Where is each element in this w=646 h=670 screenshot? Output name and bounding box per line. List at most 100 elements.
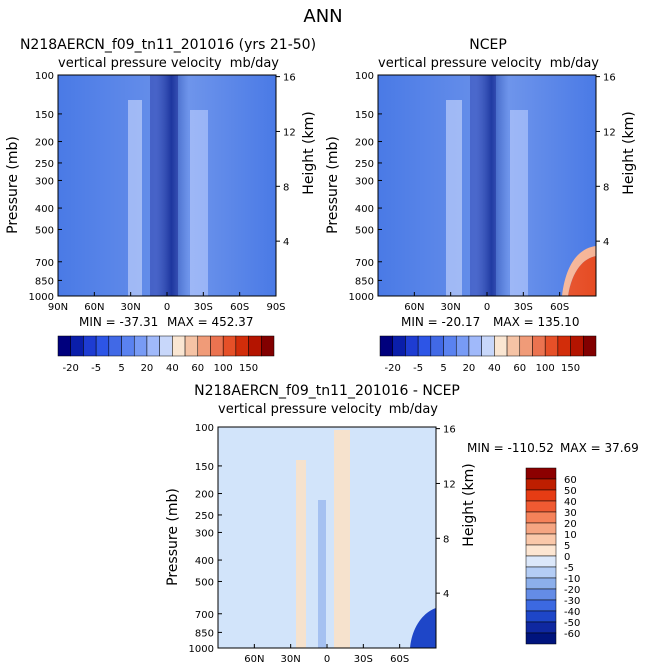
colorbar-diff-label: -5 — [564, 563, 574, 574]
pressure-tick-label: 250 — [355, 159, 374, 170]
colorbar-diff-label: -30 — [564, 596, 580, 607]
pressure-tick-label: 300 — [355, 176, 374, 187]
panel-obs-ylabel: Pressure (mb) — [325, 136, 341, 234]
colorbar-diff-label: 60 — [564, 475, 577, 486]
colorbar-main-cell — [184, 335, 199, 357]
colorbar-main-cell — [544, 335, 559, 357]
colorbar-diff-cell — [525, 555, 557, 568]
panel-obs-max: MAX = 135.10 — [493, 315, 579, 329]
figure-title: ANN — [303, 6, 342, 27]
colorbar-diff-label: 40 — [564, 497, 577, 508]
colorbar-main-cell — [235, 335, 249, 357]
pressure-tick-label: 400 — [35, 204, 54, 215]
colorbar-diff-label: -10 — [564, 574, 580, 585]
colorbar-main-label: 150 — [239, 363, 258, 374]
latitude-tick-label: 60N — [244, 654, 264, 665]
latitude-tick-label: 30N — [121, 302, 141, 313]
pressure-tick-label: 250 — [35, 159, 54, 170]
pressure-tick-label: 850 — [35, 276, 54, 287]
colorbar-diff-cell — [525, 544, 557, 557]
colorbar-diff-cell — [525, 610, 557, 623]
panel-diff-min: MIN = -110.52 — [467, 441, 554, 455]
pressure-tick-label: 850 — [195, 628, 214, 639]
height-tick-label: 4 — [443, 589, 449, 600]
pressure-tick-label: 200 — [35, 138, 54, 149]
latitude-tick-label: 30S — [354, 654, 373, 665]
latitude-tick-label: 60S — [390, 654, 409, 665]
latitude-tick-label: 0 — [324, 654, 330, 665]
pressure-tick-label: 150 — [195, 462, 214, 473]
colorbar-main-cell — [570, 335, 584, 357]
panel-diff-field — [218, 427, 436, 648]
colorbar-main-label: -20 — [63, 363, 79, 374]
colorbar-diff-cell — [525, 577, 557, 590]
colorbar-main-cell — [379, 335, 393, 357]
panel-model-min: MIN = -37.31 — [79, 315, 158, 329]
panel-model: N218AERCN_f09_tn11_201016 (yrs 21-50) ve… — [5, 37, 317, 329]
panel-diff-subtitle-left: vertical pressure velocity — [218, 402, 382, 417]
latitude-tick-label: 0 — [164, 302, 170, 313]
height-tick-label: 12 — [283, 127, 296, 138]
panel-diff-y2label: Height (km) — [461, 463, 477, 546]
colorbar-main-cell — [146, 335, 160, 357]
height-tick-label: 8 — [443, 534, 449, 545]
panel-diff: N218AERCN_f09_tn11_201016 - NCEP vertica… — [165, 383, 639, 649]
panel-diff-band-negative-eq — [318, 500, 326, 648]
latitude-tick-label: 90S — [266, 302, 285, 313]
pressure-tick-label: 850 — [355, 276, 374, 287]
height-tick-label: 12 — [443, 479, 456, 490]
colorbar-main-label: 5 — [440, 363, 446, 374]
colorbar-diff-label: 30 — [564, 508, 577, 519]
latitude-tick-label: 0 — [484, 302, 490, 313]
colorbar-main-cell — [405, 335, 419, 357]
colorbar-main-cell — [261, 335, 275, 357]
colorbar-main-cell — [121, 335, 135, 357]
colorbar-main-cell — [494, 335, 508, 357]
pressure-tick-label: 1000 — [349, 292, 374, 303]
latitude-tick-label: 30S — [194, 302, 213, 313]
latitude-tick-label: 60S — [230, 302, 249, 313]
colorbar-diff-cell — [525, 632, 557, 645]
colorbar-main-cell — [70, 335, 84, 357]
pressure-tick-label: 400 — [195, 556, 214, 567]
colorbar-main-cell — [532, 335, 546, 357]
colorbar-diff-label: 50 — [564, 486, 577, 497]
colorbar-diff-cell — [525, 467, 557, 480]
colorbar-main-label: 60 — [191, 363, 204, 374]
colorbar-main-cell — [95, 335, 110, 357]
colorbar-main-label: 40 — [166, 363, 179, 374]
colorbar-main-cell — [417, 335, 432, 357]
pressure-tick-label: 300 — [35, 176, 54, 187]
pressure-tick-label: 500 — [195, 577, 214, 588]
latitude-tick-label: 90N — [48, 302, 68, 313]
panel-diff-band-positive-n — [296, 460, 306, 648]
panel-model-ylabel: Pressure (mb) — [5, 136, 21, 234]
colorbar-main-cell — [57, 335, 71, 357]
pressure-tick-label: 150 — [355, 110, 374, 121]
latitude-tick-label: 30S — [514, 302, 533, 313]
colorbar-main-label: -5 — [413, 363, 423, 374]
colorbar-diff-cell — [525, 478, 557, 491]
colorbar-diff-cell — [525, 489, 557, 502]
latitude-tick-label: 60N — [84, 302, 104, 313]
panel-diff-band-positive-eq — [334, 430, 350, 648]
colorbar-main-cell — [197, 335, 211, 357]
colorbar-main-cell — [222, 335, 237, 357]
colorbar-main-label: 60 — [513, 363, 526, 374]
colorbar-main-label: 150 — [561, 363, 580, 374]
colorbar-main-label: 40 — [488, 363, 501, 374]
colorbar-main-cell — [248, 335, 262, 357]
latitude-tick-label: 30N — [441, 302, 461, 313]
colorbar-main-cell — [443, 335, 457, 357]
panel-diff-ylabel: Pressure (mb) — [165, 488, 181, 586]
panel-obs-title: NCEP — [469, 37, 507, 53]
panel-obs-y2label: Height (km) — [621, 111, 637, 194]
pressure-tick-label: 1000 — [189, 644, 214, 655]
colorbar-main-label: 5 — [118, 363, 124, 374]
colorbar-diff-label: -50 — [564, 618, 580, 629]
colorbar-diff-cell — [525, 588, 557, 601]
pressure-tick-label: 100 — [35, 71, 54, 82]
colorbar-diff-label: 20 — [564, 519, 577, 530]
colorbar-main-label: 100 — [214, 363, 233, 374]
colorbar-main-label: 20 — [463, 363, 476, 374]
